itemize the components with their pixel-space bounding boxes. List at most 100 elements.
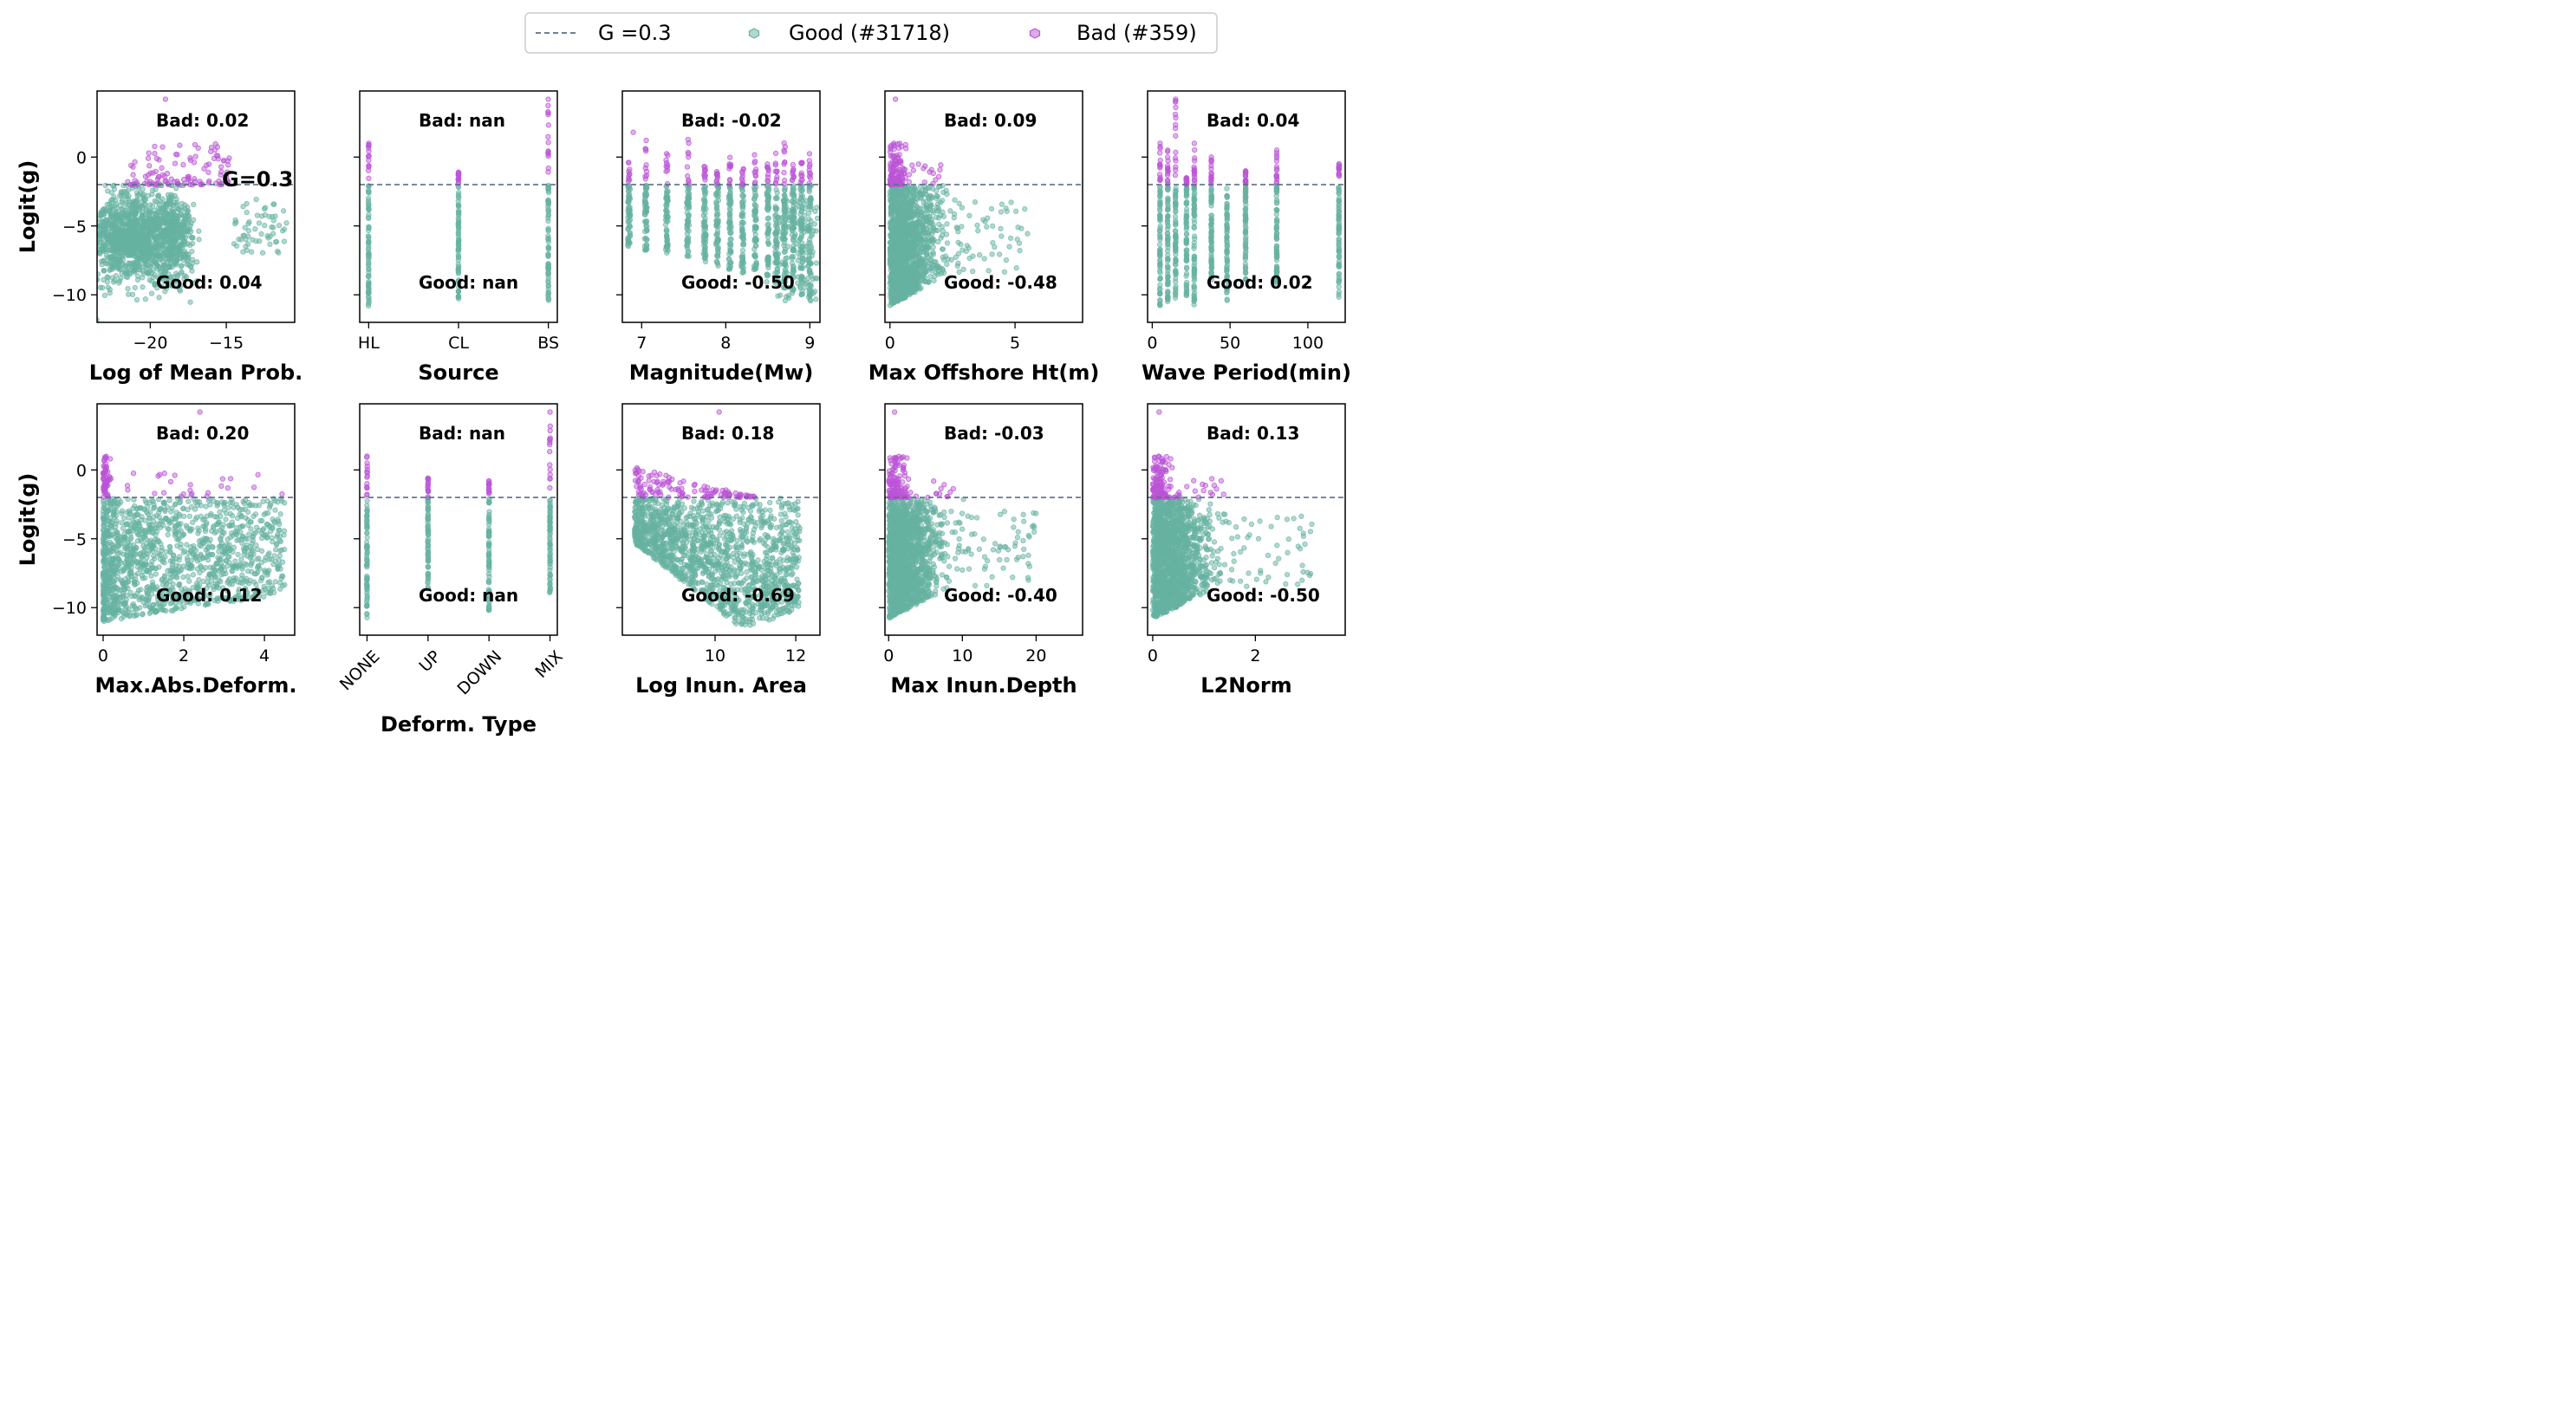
good-point (97, 271, 101, 277)
good-point (889, 232, 895, 238)
good-point (152, 282, 158, 289)
good-point (1008, 199, 1014, 205)
bad-point (142, 173, 149, 179)
good-point (166, 246, 172, 253)
good-point (805, 210, 812, 217)
good-point (146, 276, 153, 283)
good-point (714, 208, 720, 214)
good-point (1022, 206, 1028, 212)
good-point (625, 226, 631, 232)
good-point (117, 258, 123, 264)
good-point (114, 201, 120, 207)
bad-point (630, 129, 636, 135)
good-point (782, 249, 788, 255)
bad-point (642, 146, 648, 152)
good-point (752, 217, 759, 223)
x-axis-label: Magnitude(Mw) (629, 360, 814, 385)
good-point (966, 255, 973, 262)
bad-point (765, 179, 771, 185)
good-point (118, 275, 124, 282)
good-correlation-label: Good: -0.48 (944, 272, 1057, 293)
good-point (990, 223, 996, 230)
bad-point (888, 146, 894, 152)
bad-point (174, 179, 180, 185)
bad-point (889, 164, 895, 170)
good-point (784, 269, 790, 276)
bad-point (892, 96, 899, 102)
bad-point (172, 151, 179, 158)
bad-point (366, 140, 372, 146)
good-point (774, 241, 780, 247)
good-point (150, 219, 156, 225)
good-point (91, 229, 95, 233)
good-point (916, 280, 923, 287)
good-point (799, 264, 806, 270)
good-point (989, 251, 995, 257)
good-point (999, 233, 1005, 239)
good-point (905, 224, 911, 230)
good-point (628, 212, 634, 218)
good-point (172, 212, 179, 218)
good-point (764, 239, 771, 245)
good-point (129, 291, 136, 298)
good-point (271, 201, 277, 207)
good-point (365, 240, 372, 246)
good-point (146, 246, 152, 252)
bad-point (891, 140, 897, 146)
good-point (120, 227, 126, 234)
good-point (545, 297, 552, 303)
good-point (803, 250, 810, 256)
good-point (145, 222, 151, 229)
good-point (265, 235, 271, 241)
axes-frame (96, 90, 296, 323)
good-point (155, 275, 161, 281)
good-point (901, 200, 907, 206)
good-point (189, 240, 196, 247)
good-point (1156, 228, 1163, 234)
good-points (887, 182, 1031, 308)
good-point (892, 226, 898, 232)
good-point (545, 238, 552, 245)
good-point (808, 218, 814, 224)
x-tick-label: CL (448, 334, 469, 353)
good-point (185, 208, 191, 214)
good-point (140, 218, 146, 224)
good-point (727, 186, 733, 192)
good-point (751, 252, 758, 258)
good-point (752, 235, 758, 242)
good-point (135, 226, 141, 232)
good-point (366, 273, 372, 279)
good-correlation-label: Good: -0.50 (681, 272, 795, 293)
good-point (808, 206, 814, 212)
bad-point (132, 159, 138, 166)
good-point (140, 186, 146, 192)
bad-point (643, 162, 649, 168)
good-point (643, 192, 649, 198)
good-point (713, 223, 719, 230)
bad-point (727, 154, 733, 160)
x-tick-label: HL (358, 334, 380, 353)
good-point (135, 236, 141, 243)
good-point (773, 207, 779, 213)
good-point (702, 210, 708, 217)
good-point (909, 221, 915, 227)
good-point (126, 193, 132, 199)
good-point (112, 277, 118, 283)
good-point (262, 205, 269, 211)
good-point (190, 280, 196, 286)
bad-point (937, 166, 943, 173)
good-point (156, 208, 163, 215)
good-point (276, 222, 283, 229)
good-point (152, 198, 158, 205)
good-point (728, 259, 734, 266)
bad-point (181, 180, 188, 187)
good-point (891, 285, 897, 291)
good-point (111, 193, 117, 200)
bad-point (909, 162, 915, 168)
good-point (780, 229, 786, 235)
good-point (1157, 216, 1163, 222)
bad-point (212, 140, 218, 147)
bad-point (901, 170, 907, 177)
good-point (798, 187, 804, 193)
bad-point (714, 171, 720, 177)
